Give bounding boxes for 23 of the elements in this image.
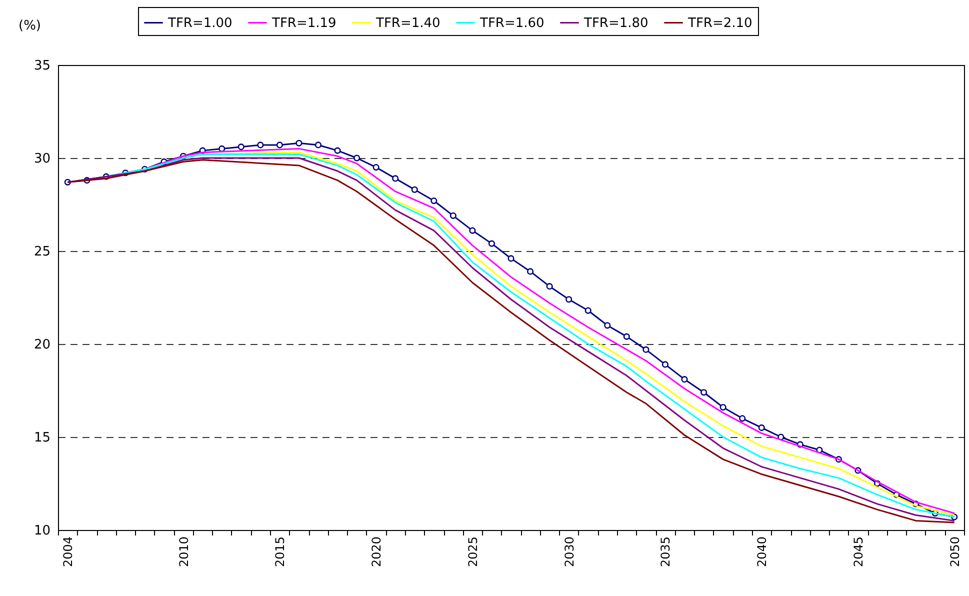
x-tick-label: 2025: [466, 536, 480, 568]
legend-label: TFR=1.00: [167, 16, 232, 31]
y-tick-label: 30: [34, 152, 50, 166]
x-tick-label: 2035: [658, 536, 673, 568]
y-tick-label: 25: [34, 244, 50, 260]
y-tick-label: 10: [34, 524, 50, 538]
legend-label: TFR=1.80: [583, 16, 648, 31]
y-tick-label: 15: [34, 430, 50, 446]
x-tick-label: 2010: [176, 536, 191, 568]
x-tick-label: 2040: [755, 536, 770, 568]
y-tick-label: 35: [34, 58, 50, 74]
x-tick-label: 2045: [851, 536, 866, 568]
legend-label: TFR=1.40: [375, 16, 440, 31]
legend-label: TFR=1.60: [479, 16, 544, 31]
x-tick-label: 2015: [273, 536, 288, 568]
y-tick-label: 20: [34, 338, 50, 352]
y-axis-title: (%): [18, 18, 41, 34]
x-tick-label: 2020: [370, 536, 384, 568]
legend-label: TFR=1.19: [271, 16, 336, 31]
x-tick-label: 2050: [948, 536, 962, 568]
x-tick-label: 2030: [562, 536, 576, 568]
legend-label: TFR=2.10: [687, 16, 752, 31]
x-tick-label: 2004: [61, 536, 76, 568]
